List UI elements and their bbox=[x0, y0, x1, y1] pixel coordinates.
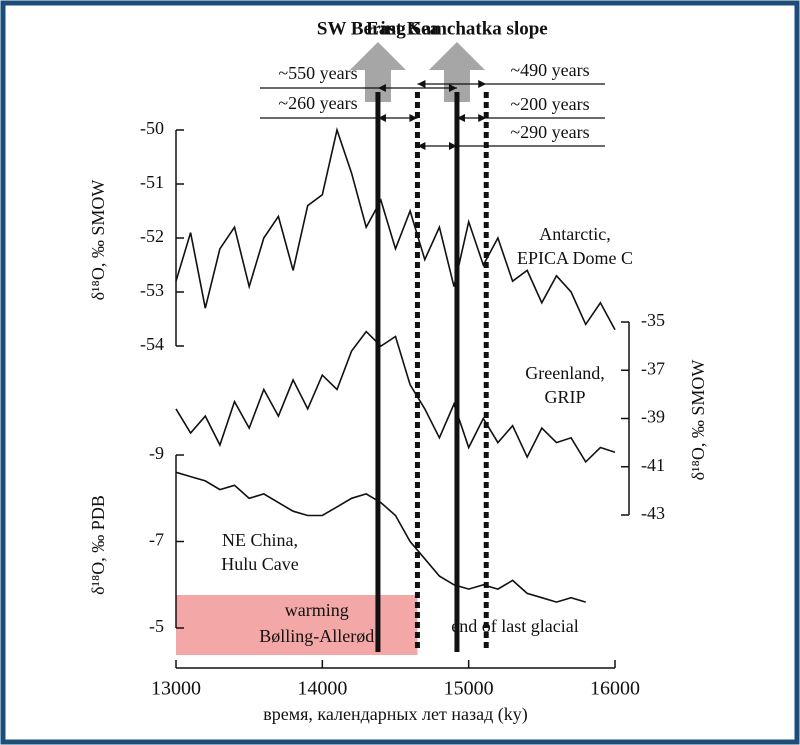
x-tick-label: 14000 bbox=[297, 678, 347, 700]
y-tick-label: -39 bbox=[641, 407, 665, 427]
y-tick-label: -52 bbox=[140, 226, 164, 246]
interval-label: ~550 years bbox=[278, 63, 357, 83]
interval-label: ~490 years bbox=[510, 60, 589, 80]
site-label: SW Bering Sea bbox=[317, 18, 440, 39]
series-line bbox=[175, 471, 586, 603]
span-label: warming bbox=[285, 600, 349, 620]
arrow-head bbox=[417, 142, 426, 150]
gray-arrow bbox=[428, 42, 485, 102]
arrow-head bbox=[478, 114, 487, 122]
series-label: GRIP bbox=[544, 387, 585, 407]
y-tick-label: -7 bbox=[149, 530, 164, 550]
arrow-head bbox=[417, 80, 426, 88]
arrow-head bbox=[377, 84, 386, 92]
series-label: Antarctic, bbox=[539, 224, 610, 244]
interval-label: ~200 years bbox=[510, 94, 589, 114]
y-tick-label: -41 bbox=[641, 455, 665, 475]
y-tick-label: -43 bbox=[641, 503, 665, 523]
y-tick-label: -5 bbox=[149, 616, 164, 636]
arrow-head bbox=[409, 114, 418, 122]
series-label: EPICA Dome C bbox=[517, 248, 633, 268]
arrow-head bbox=[448, 84, 457, 92]
gray-arrow bbox=[349, 42, 406, 102]
series-label: NE China, bbox=[222, 530, 298, 550]
x-tick-label: 16000 bbox=[590, 678, 640, 700]
y-tick-label: -54 bbox=[140, 334, 164, 354]
interval-label: ~260 years bbox=[278, 93, 357, 113]
interval-label: ~290 years bbox=[510, 122, 589, 142]
series-label: Greenland, bbox=[525, 363, 604, 383]
y-tick-label: -51 bbox=[140, 172, 164, 192]
y-axis-label: δ¹⁸O, ‰ SMOW bbox=[688, 360, 708, 481]
y-axis-label: δ¹⁸O, ‰ PDB bbox=[88, 495, 108, 595]
y-tick-label: -37 bbox=[641, 358, 665, 378]
series-line bbox=[175, 330, 616, 464]
span-label: Bølling-Allerød bbox=[259, 626, 374, 646]
x-axis-label: время, календарных лет назад (ky) bbox=[263, 704, 527, 725]
y-tick-label: -53 bbox=[140, 280, 164, 300]
y-tick-label: -50 bbox=[140, 118, 164, 138]
arrow-head bbox=[478, 80, 487, 88]
annotation: end of last glacial bbox=[451, 616, 578, 636]
y-tick-label: -9 bbox=[149, 443, 164, 463]
arrow-head bbox=[448, 142, 457, 150]
y-tick-label: -35 bbox=[641, 310, 665, 330]
x-tick-label: 15000 bbox=[444, 678, 494, 700]
arrow-head bbox=[456, 114, 465, 122]
arrow-head bbox=[377, 114, 386, 122]
x-tick-label: 13000 bbox=[151, 678, 201, 700]
series-label: Hulu Cave bbox=[221, 554, 298, 574]
series-line bbox=[175, 127, 616, 331]
y-axis-label: δ¹⁸O, ‰ SMOW bbox=[88, 180, 108, 301]
site-label: East Kamchatka slope bbox=[366, 18, 548, 39]
